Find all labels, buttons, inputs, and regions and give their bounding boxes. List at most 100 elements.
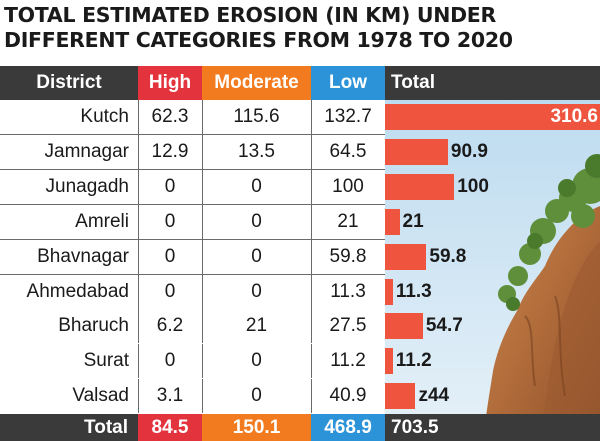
table-row: Junagadh 0 0 100 (0, 169, 385, 204)
total-bar (385, 313, 423, 340)
chart-title-line-1: TOTAL ESTIMATED EROSION (IN KM) UNDER (4, 3, 496, 27)
total-bar (385, 348, 393, 375)
low-cell: 27.5 (329, 315, 367, 337)
total-bar (385, 104, 600, 130)
column-divider (138, 239, 139, 274)
column-divider (311, 100, 312, 134)
district-cell: Bharuch (58, 315, 129, 337)
header-total: Total (385, 66, 600, 100)
total-bar-label: 59.8 (429, 245, 467, 267)
total-bar (385, 138, 448, 165)
column-divider (138, 309, 139, 344)
column-divider (311, 134, 312, 169)
moderate-cell: 0 (251, 245, 262, 267)
table-row: Valsad 3.1 0 40.9 (0, 379, 385, 414)
total-bar-label: 90.9 (450, 140, 488, 162)
high-cell: 6.2 (156, 315, 184, 337)
moderate-cell: 0 (251, 175, 262, 197)
table-row: Amreli 0 0 21 (0, 204, 385, 239)
chart-title: TOTAL ESTIMATED EROSION (IN KM) UNDER DI… (4, 3, 598, 53)
total-bar (385, 383, 416, 410)
total-low: 468.9 (311, 414, 385, 441)
high-cell: 62.3 (151, 106, 189, 127)
column-divider (311, 344, 312, 379)
table-row: Jamnagar 12.9 13.5 64.5 (0, 134, 385, 169)
high-cell: 3.1 (156, 385, 184, 407)
total-bar-label: 11.2 (395, 350, 432, 372)
low-cell: 11.2 (330, 350, 366, 372)
low-cell: 64.5 (329, 140, 367, 162)
total-bar-label: 54.7 (425, 315, 463, 337)
district-cell: Ahmedabad (26, 280, 129, 302)
moderate-cell: 13.5 (238, 140, 275, 162)
total-row-background (385, 414, 600, 441)
column-divider (138, 100, 139, 134)
district-cell: Surat (83, 350, 129, 372)
column-divider (202, 169, 203, 204)
moderate-cell: 115.6 (233, 106, 280, 127)
column-divider (202, 379, 203, 414)
column-divider (311, 309, 312, 344)
chart-title-line-2: DIFFERENT CATEGORIES FROM 1978 TO 2020 (4, 28, 513, 52)
column-divider (202, 100, 203, 134)
header-district: District (0, 66, 138, 100)
column-divider (202, 204, 203, 239)
column-divider (202, 344, 203, 379)
high-cell: 0 (164, 245, 176, 267)
column-divider (138, 274, 139, 309)
table-row: Kutch 62.3 115.6 132.7 (0, 100, 385, 134)
moderate-cell: 0 (251, 210, 262, 232)
low-cell: 21 (337, 210, 359, 232)
total-bar-label: 310.6 (550, 106, 598, 127)
low-cell: 132.7 (324, 106, 372, 127)
total-bar-label: 11.3 (395, 280, 432, 302)
total-bar (385, 243, 427, 270)
header-high: High (138, 66, 202, 100)
column-divider (138, 134, 139, 169)
total-bar-label: 100 (457, 175, 489, 197)
total-bar-label: z44 (418, 385, 450, 407)
column-divider (138, 169, 139, 204)
moderate-cell: 0 (251, 280, 262, 302)
column-divider (311, 379, 312, 414)
low-cell: 11.3 (330, 280, 366, 302)
district-cell: Valsad (72, 385, 129, 407)
moderate-cell: 0 (251, 385, 262, 407)
high-cell: 0 (164, 175, 176, 197)
district-cell: Amreli (75, 210, 129, 232)
total-moderate: 150.1 (202, 414, 311, 441)
total-total: 703.5 (391, 417, 439, 438)
table-row: Ahmedabad 0 0 11.3 (0, 274, 385, 309)
column-divider (138, 344, 139, 379)
moderate-cell: 0 (251, 350, 262, 372)
district-cell: Bhavnagar (37, 245, 129, 267)
column-divider (138, 379, 139, 414)
district-cell: Kutch (80, 106, 129, 127)
total-bar (385, 173, 455, 200)
column-divider (311, 274, 312, 309)
moderate-cell: 21 (245, 315, 268, 337)
column-divider (311, 204, 312, 239)
high-cell: 12.9 (151, 140, 189, 162)
header-low: Low (311, 66, 385, 100)
column-divider (202, 239, 203, 274)
column-divider (311, 239, 312, 274)
table-row: Bharuch 6.2 21 27.5 (0, 309, 385, 344)
total-bar (385, 278, 393, 305)
column-divider (138, 204, 139, 239)
table-row: Surat 0 0 11.2 (0, 344, 385, 379)
column-divider (202, 134, 203, 169)
column-divider (311, 169, 312, 204)
total-bar (385, 208, 400, 235)
column-divider (202, 274, 203, 309)
total-high: 84.5 (138, 414, 202, 441)
high-cell: 0 (164, 350, 176, 372)
header-moderate: Moderate (202, 66, 311, 100)
table-row: Bhavnagar 0 0 59.8 (0, 239, 385, 274)
district-cell: Junagadh (45, 175, 129, 197)
district-cell: Jamnagar (44, 140, 130, 162)
column-divider (202, 309, 203, 344)
low-cell: 40.9 (329, 385, 367, 407)
low-cell: 100 (332, 175, 364, 197)
high-cell: 0 (164, 280, 176, 302)
